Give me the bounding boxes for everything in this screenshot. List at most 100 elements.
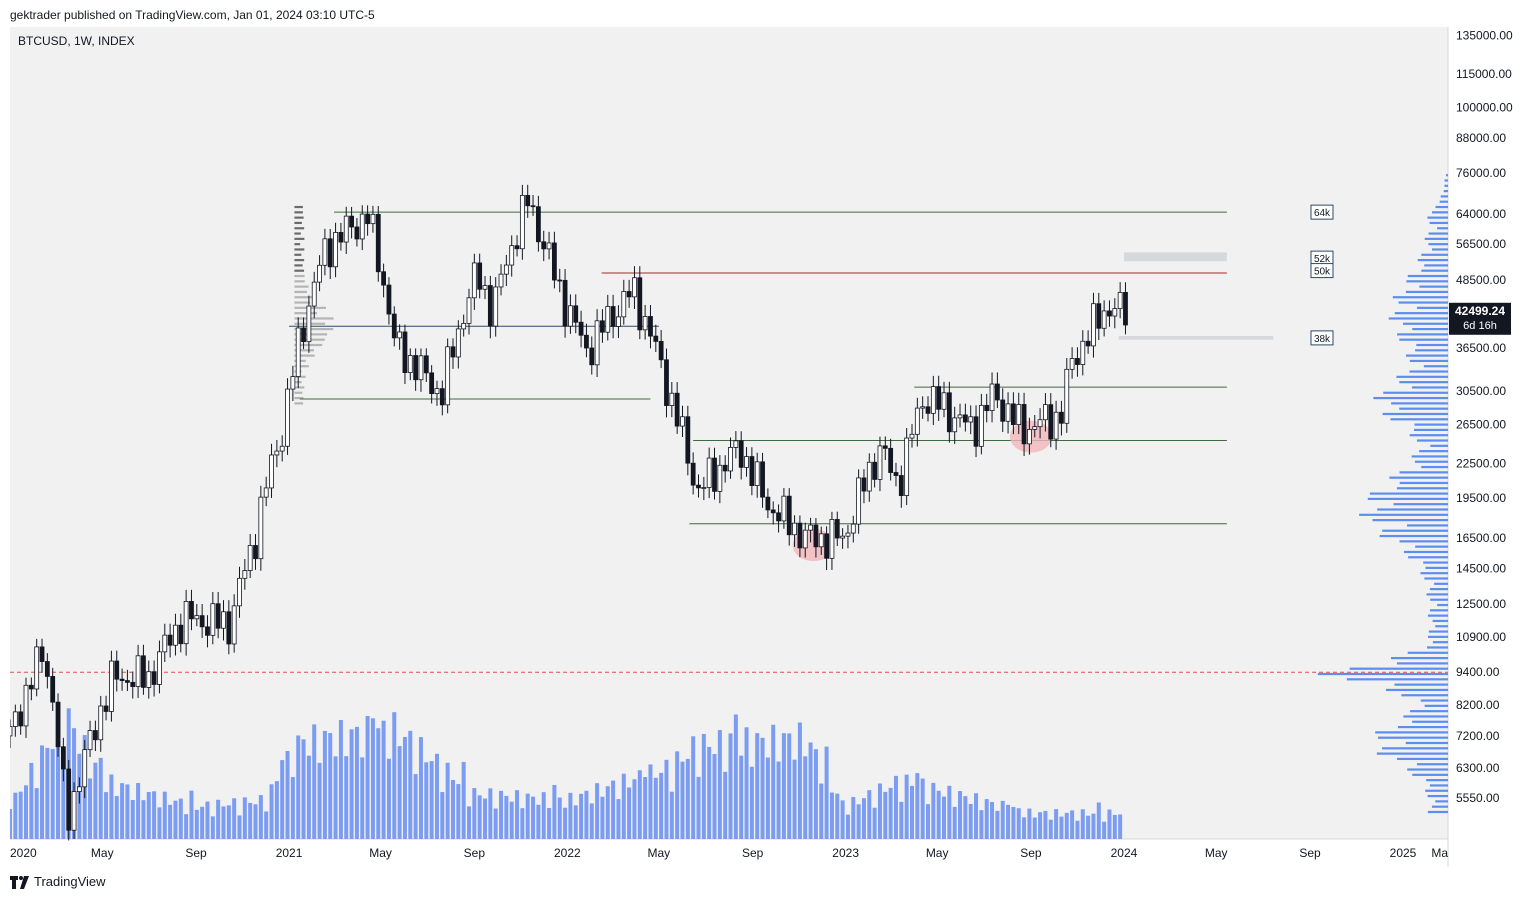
x-tick-label: 2023 bbox=[832, 846, 859, 860]
profile-bar bbox=[1412, 773, 1448, 776]
zones bbox=[1118, 252, 1274, 340]
profile-bar bbox=[1409, 359, 1448, 363]
candle-body bbox=[829, 519, 835, 559]
volume-bar bbox=[1016, 808, 1021, 839]
volume-bar bbox=[744, 727, 749, 839]
level-label-text: 64k bbox=[1314, 208, 1331, 219]
volume-bar bbox=[418, 737, 423, 839]
level-label-text: 38k bbox=[1314, 334, 1331, 345]
candle-body bbox=[551, 242, 557, 281]
volume-bar bbox=[242, 797, 247, 839]
volume-bar bbox=[568, 792, 573, 839]
volume-bar bbox=[290, 777, 295, 839]
price-badge-value: 42499.24 bbox=[1455, 304, 1505, 318]
profile-bar bbox=[1444, 179, 1448, 182]
session-profile-bar bbox=[294, 269, 305, 272]
y-tick-label: 100000.00 bbox=[1456, 100, 1513, 114]
candle-body bbox=[509, 245, 515, 266]
candle-body bbox=[824, 533, 829, 559]
volume-bar bbox=[386, 758, 391, 839]
candle-body bbox=[1112, 308, 1118, 317]
x-tick-label: Ma bbox=[1431, 846, 1448, 860]
y-tick-label: 7200.00 bbox=[1456, 729, 1500, 743]
session-profile-bar bbox=[294, 285, 309, 288]
volume-bar bbox=[696, 776, 701, 839]
profile-bar bbox=[1369, 492, 1448, 495]
y-tick-label: 19500.00 bbox=[1456, 491, 1506, 505]
profile-bar bbox=[1419, 450, 1448, 453]
volume-bar bbox=[920, 778, 925, 839]
candle-body bbox=[1123, 291, 1128, 326]
candle-body bbox=[808, 524, 813, 531]
candle-body bbox=[754, 461, 760, 486]
candle-body bbox=[514, 245, 520, 250]
volume-bar bbox=[739, 755, 744, 839]
volume-bar bbox=[1006, 804, 1011, 839]
volume-bar bbox=[376, 728, 381, 839]
candle-body bbox=[1037, 419, 1043, 428]
profile-bar bbox=[1372, 519, 1448, 522]
candle-body bbox=[621, 291, 627, 318]
candle-body bbox=[18, 711, 24, 727]
profile-bar bbox=[1421, 465, 1448, 469]
candle-body bbox=[173, 624, 178, 646]
profile-bar bbox=[1409, 434, 1448, 437]
volume-bar bbox=[867, 790, 872, 839]
profile-bar bbox=[1429, 221, 1448, 225]
profile-bar bbox=[1429, 784, 1448, 787]
y-axis[interactable]: 135000.00 115000.00 100000.00 88000.00 76000… bbox=[1456, 29, 1513, 805]
candle-body bbox=[60, 746, 66, 770]
candle-body bbox=[482, 285, 488, 290]
volume-bar bbox=[835, 793, 840, 839]
y-tick-label: 26500.00 bbox=[1456, 418, 1506, 432]
footer-brand: TradingView bbox=[34, 874, 106, 889]
candle-body bbox=[930, 386, 936, 414]
volume-bar bbox=[322, 730, 327, 839]
volume-bar bbox=[888, 787, 893, 839]
volume-bar bbox=[664, 759, 669, 839]
candle-body bbox=[535, 206, 541, 243]
candle-body bbox=[39, 646, 45, 662]
session-profile-bar bbox=[294, 248, 305, 251]
profile-bar bbox=[1414, 423, 1448, 426]
candle-body bbox=[797, 522, 803, 549]
profile-bar bbox=[1421, 253, 1448, 256]
volume-bar bbox=[168, 804, 173, 839]
volume-bar bbox=[947, 785, 952, 839]
volume-bar bbox=[269, 784, 274, 839]
volume-bar bbox=[226, 805, 231, 839]
profile-bar bbox=[1406, 280, 1448, 283]
candle-body bbox=[557, 279, 563, 282]
session-profile-bar bbox=[294, 343, 323, 347]
volume-bar bbox=[584, 790, 589, 839]
candle-body bbox=[221, 611, 226, 629]
volume-bar bbox=[232, 798, 237, 839]
tradingview-logo-icon bbox=[10, 875, 29, 889]
candle-body bbox=[141, 655, 146, 688]
candle-body bbox=[386, 284, 392, 315]
candle-body bbox=[642, 316, 648, 331]
y-tick-label: 76000.00 bbox=[1456, 166, 1506, 180]
candle-body bbox=[952, 417, 958, 433]
chart-area[interactable]: 135000.00 115000.00 100000.00 88000.00 76000… bbox=[7, 27, 1521, 867]
candle-body bbox=[226, 611, 232, 645]
price-chart[interactable]: 135000.00 115000.00 100000.00 88000.00 76000… bbox=[7, 27, 1521, 867]
session-profile-bar bbox=[294, 264, 303, 267]
x-tick-label: May bbox=[1205, 846, 1228, 860]
candle-body bbox=[205, 626, 210, 636]
candle-body bbox=[1096, 303, 1102, 329]
volume-bar bbox=[109, 774, 114, 839]
profile-bar bbox=[1429, 588, 1448, 591]
profile-bar bbox=[1399, 471, 1448, 474]
y-tick-label: 12500.00 bbox=[1456, 597, 1506, 611]
volume-bar bbox=[904, 774, 909, 839]
profile-bar bbox=[1403, 550, 1448, 554]
candle-body bbox=[135, 655, 141, 687]
volume-bar bbox=[467, 806, 472, 839]
x-tick-label: Sep bbox=[1299, 846, 1321, 860]
candle-body bbox=[285, 388, 290, 447]
x-axis[interactable]: 2020 May Sep 2021 May Sep 2022 May Sep 2023 May Sep… bbox=[10, 846, 1448, 860]
session-profile-bar bbox=[294, 290, 308, 294]
volume-bar bbox=[531, 796, 536, 839]
profile-bar bbox=[1444, 184, 1448, 187]
